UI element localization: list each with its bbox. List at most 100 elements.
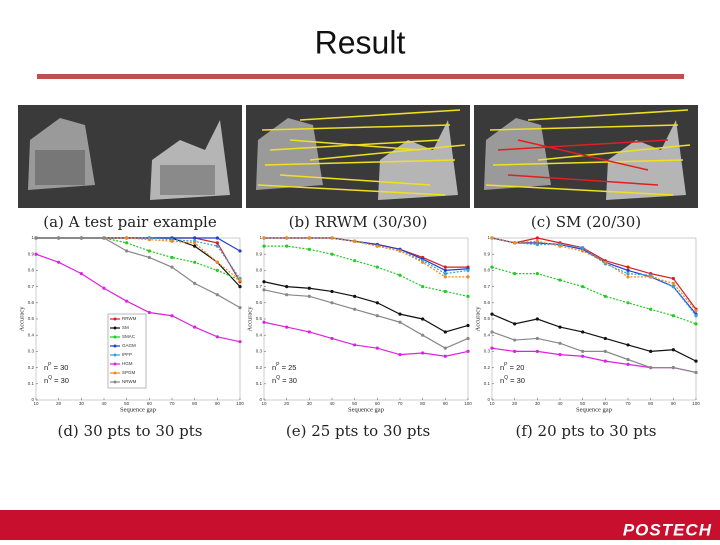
series-line xyxy=(263,281,469,333)
data-point xyxy=(262,236,266,240)
data-point xyxy=(443,346,447,350)
annotation-part: n xyxy=(272,376,276,385)
legend-label: SMAC xyxy=(122,334,136,339)
y-tick-label: 0.2 xyxy=(28,365,35,370)
y-tick-label: 0.1 xyxy=(484,381,491,386)
data-point xyxy=(215,268,219,272)
x-tick-label: 30 xyxy=(535,401,541,406)
data-point xyxy=(513,241,517,245)
data-point xyxy=(603,294,607,298)
annotation-part: P xyxy=(48,362,52,368)
x-tick-label: 70 xyxy=(397,401,403,406)
data-point xyxy=(147,249,151,253)
data-point xyxy=(262,320,266,324)
data-point xyxy=(34,252,38,256)
data-point xyxy=(307,330,311,334)
legend-label: HGM xyxy=(122,361,133,366)
data-point xyxy=(330,336,334,341)
x-tick-label: 90 xyxy=(671,401,677,406)
data-point xyxy=(79,272,83,276)
data-point xyxy=(581,349,585,353)
y-tick-label: 0.9 xyxy=(484,251,491,256)
annotation-part: n xyxy=(44,363,48,372)
data-point xyxy=(307,236,311,240)
y-tick-label: 0.2 xyxy=(256,365,263,370)
annotation-part: = 30 xyxy=(52,376,69,385)
x-tick-label: 20 xyxy=(56,401,62,406)
data-point xyxy=(170,314,174,318)
data-point xyxy=(375,301,379,305)
data-point xyxy=(285,325,289,329)
data-point xyxy=(649,275,653,279)
x-tick-label: 40 xyxy=(101,401,107,406)
chart-caption: (e) 25 pts to 30 pts xyxy=(286,422,430,440)
data-point xyxy=(330,289,334,294)
data-point xyxy=(603,336,607,341)
y-tick-label: 0.8 xyxy=(484,268,491,273)
data-point xyxy=(307,294,311,298)
data-point xyxy=(603,349,607,353)
data-point xyxy=(558,353,562,357)
data-point xyxy=(535,239,539,243)
data-point xyxy=(443,354,447,358)
annotation: nQ = 30 xyxy=(272,375,297,385)
annotation-part: n xyxy=(500,363,504,372)
data-point xyxy=(581,246,585,250)
data-point xyxy=(421,260,425,264)
data-point xyxy=(353,294,357,298)
data-point xyxy=(215,293,219,297)
data-point xyxy=(466,323,470,328)
data-point xyxy=(193,244,197,248)
annotation-part: n xyxy=(44,376,48,385)
annotation: nP = 20 xyxy=(500,362,524,372)
x-tick-label: 60 xyxy=(147,401,153,406)
data-point xyxy=(215,244,219,248)
annotation-part: Q xyxy=(276,375,280,381)
chart: 0 0.1 0.2 0.3 0.4 0.5 0.6 0.7 0.8 0.9 1 10 20 30 40 50 6… xyxy=(18,235,244,440)
data-point xyxy=(558,244,562,248)
data-point xyxy=(581,285,585,289)
x-tick-label: 70 xyxy=(625,401,631,406)
data-point xyxy=(147,310,151,315)
data-point xyxy=(558,278,562,282)
plot-area xyxy=(491,237,697,401)
y-tick-label: 0.9 xyxy=(28,251,35,256)
photo-caption: (b) RRWM (30/30) xyxy=(289,213,428,231)
data-point xyxy=(490,265,494,269)
legend-label: GAGM xyxy=(122,343,136,348)
data-point xyxy=(353,259,357,263)
data-point xyxy=(603,359,607,363)
legend-label: IPFP xyxy=(122,352,132,357)
data-point xyxy=(649,307,653,311)
data-point xyxy=(285,285,289,289)
photo xyxy=(474,105,698,208)
data-point xyxy=(262,244,266,248)
data-point xyxy=(490,330,494,334)
annotation-part: = 30 xyxy=(280,376,297,385)
series-line xyxy=(36,237,241,281)
y-tick-label: 0.2 xyxy=(484,365,491,370)
data-point xyxy=(581,330,585,334)
data-point xyxy=(330,252,334,256)
data-point xyxy=(353,343,357,347)
series-line xyxy=(36,237,241,279)
data-point xyxy=(398,353,402,357)
data-point xyxy=(490,346,494,350)
data-point xyxy=(330,301,334,305)
data-point xyxy=(238,285,242,289)
y-tick-label: 0.4 xyxy=(28,332,35,337)
data-point xyxy=(102,286,106,290)
annotation-part: n xyxy=(500,376,504,385)
x-tick-label: 60 xyxy=(375,401,381,406)
legend-swatch xyxy=(113,335,117,339)
y-axis-label: Accuracy xyxy=(18,306,25,332)
footer-band xyxy=(0,510,720,540)
y-axis-label: Accuracy xyxy=(474,306,481,332)
legend-swatch xyxy=(113,380,117,384)
data-point xyxy=(193,281,197,285)
photo-caption: (a) A test pair example xyxy=(43,213,217,231)
data-point xyxy=(513,322,517,326)
data-point xyxy=(147,255,151,260)
legend-swatch xyxy=(113,362,117,366)
y-tick-label: 0.9 xyxy=(256,251,263,256)
